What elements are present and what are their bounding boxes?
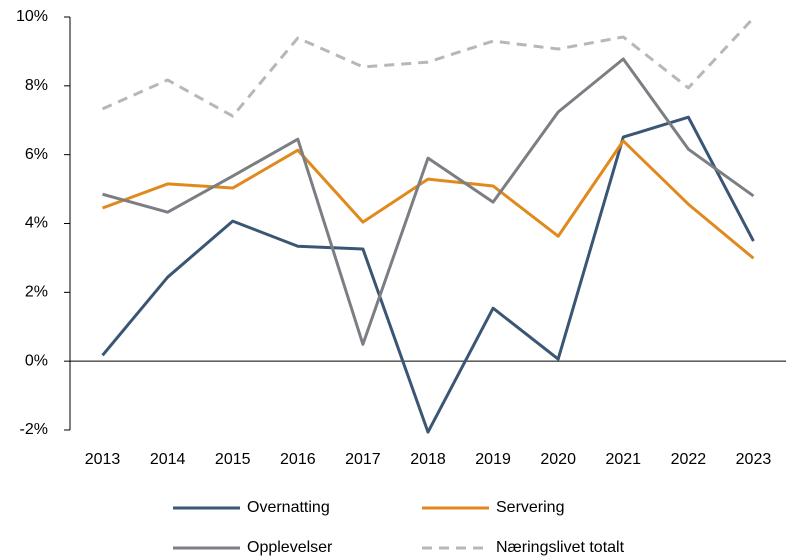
y-tick-label: 2%	[25, 284, 48, 301]
x-tick-label: 2016	[280, 451, 316, 468]
x-tick-label: 2023	[736, 451, 772, 468]
legend-label: Opplevelser	[247, 539, 333, 556]
x-tick-label: 2017	[345, 451, 381, 468]
x-tick-label: 2022	[671, 451, 707, 468]
y-tick-label: 6%	[25, 146, 48, 163]
x-tick-label: 2013	[85, 451, 121, 468]
x-tick-label: 2015	[215, 451, 251, 468]
y-tick-label: -2%	[20, 421, 48, 438]
series-line	[101, 115, 755, 434]
legend-label: Servering	[496, 499, 564, 516]
x-tick-label: 2018	[410, 451, 446, 468]
x-tick-label: 2021	[605, 451, 641, 468]
series-line	[102, 57, 755, 346]
y-tick-label: 0%	[25, 352, 48, 369]
y-tick-label: 4%	[25, 215, 48, 232]
x-tick-label: 2019	[475, 451, 511, 468]
y-tick-label: 10%	[16, 8, 48, 25]
legend-label: Næringslivet totalt	[496, 539, 625, 556]
y-tick-label: 8%	[25, 77, 48, 94]
series-line	[101, 17, 755, 118]
x-tick-label: 2014	[150, 451, 186, 468]
x-tick-label: 2020	[540, 451, 576, 468]
legend-label: Overnatting	[247, 499, 330, 516]
